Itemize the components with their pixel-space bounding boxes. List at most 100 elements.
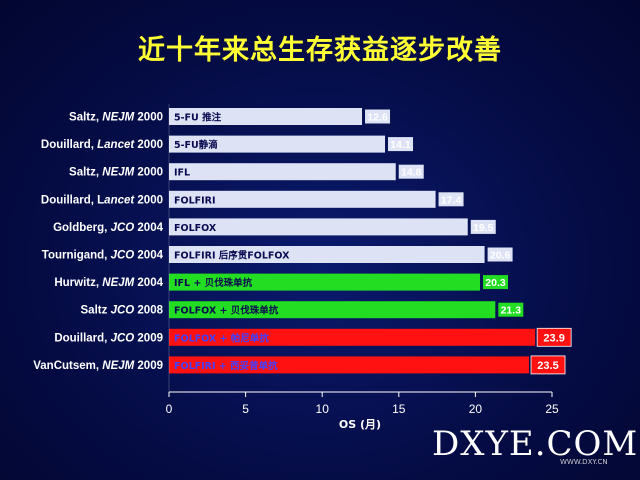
- study-year: 2004: [134, 250, 163, 262]
- study-author: Douillard,: [54, 332, 110, 344]
- regimen-label: FOLFIRI: [174, 195, 216, 206]
- study-author: Douillard, L: [41, 194, 104, 206]
- value-label: 14.1: [390, 139, 411, 151]
- value-box: [487, 247, 513, 262]
- regimen-label: FOLFIRI 后序贯FOLFOX: [174, 250, 290, 262]
- study-author: VanCutsem,: [33, 360, 102, 372]
- value-label: 17.4: [441, 194, 462, 206]
- regimen-label: FOLFOX + 贝伐珠单抗: [174, 305, 279, 317]
- value-box: [388, 137, 414, 152]
- watermark-subtext: WWW.DXY.CN: [560, 458, 608, 466]
- study-author: Goldberg,: [53, 222, 111, 234]
- study-journal: JCO: [111, 305, 135, 317]
- page-title: 近十年来总生存获益逐步改善: [138, 35, 502, 66]
- study-journal: NEJM: [102, 277, 134, 289]
- regimen-label: 5-FU 推注: [174, 112, 222, 124]
- bar-row: Hurwitz, NEJM 2004 IFL + 贝伐珠单抗 20.3: [54, 273, 508, 291]
- value-label: 14.8: [401, 167, 422, 179]
- bar: [169, 356, 530, 374]
- value-box: [530, 355, 566, 375]
- x-axis: 0 5 10 15 20 25: [166, 104, 559, 416]
- study-year: 2000: [134, 167, 163, 179]
- study-year: 2000: [134, 112, 163, 124]
- bar: [169, 301, 496, 319]
- study-label: Saltz JCO 2008: [81, 305, 164, 317]
- value-label: 21.3: [501, 305, 522, 317]
- study-author: Saltz,: [69, 167, 102, 179]
- value-label: 20.3: [485, 277, 506, 289]
- regimen-label: IFL: [174, 168, 190, 179]
- study-journal: ancet: [104, 194, 135, 206]
- regimen-label: FOLFIRI + 西妥昔单抗: [174, 360, 278, 372]
- value-label: 20.6: [490, 250, 511, 262]
- value-box: [438, 192, 464, 207]
- study-journal: NEJM: [102, 112, 134, 124]
- value-label: 12.6: [367, 112, 388, 124]
- study-year: 2000: [134, 194, 163, 206]
- study-author: Saltz: [81, 305, 111, 317]
- value-label: 23.9: [543, 332, 564, 344]
- study-year: 2000: [134, 139, 163, 151]
- study-journal: JCO: [111, 332, 135, 344]
- bar-row: Saltz, NEJM 2000 5-FU 推注 12.6: [69, 108, 391, 125]
- value-box: [536, 327, 572, 347]
- study-label: Douillard, JCO 2009: [54, 332, 163, 344]
- bar: [169, 218, 468, 236]
- value-box: [470, 219, 496, 234]
- bar-row: Goldberg, JCO 2004 FOLFOX 19.5: [53, 218, 496, 236]
- bar-row: VanCutsem, NEJM 2009 FOLFIRI + 西妥昔单抗 23.5: [33, 355, 566, 375]
- study-year: 2008: [134, 305, 163, 317]
- x-tick-label: 5: [242, 402, 249, 416]
- study-author: Tournigand,: [42, 250, 111, 262]
- x-tick-label: 20: [469, 402, 483, 416]
- regimen-label: IFL + 贝伐珠单抗: [174, 277, 253, 289]
- regimen-label: FOLFOX: [174, 223, 217, 234]
- bar: [169, 273, 480, 291]
- study-year: 2004: [134, 222, 163, 234]
- x-axis-label: OS (月): [338, 418, 382, 431]
- study-label: Hurwitz, NEJM 2004: [54, 277, 163, 289]
- regimen-label: 5-FU静滴: [174, 139, 218, 151]
- bar-row: Douillard, Lancet 2000 FOLFIRI 17.4: [41, 190, 464, 208]
- study-journal: NEJM: [102, 167, 134, 179]
- study-journal: NEJM: [102, 360, 134, 372]
- x-tick-label: 25: [545, 402, 559, 416]
- value-label: 19.5: [473, 222, 494, 234]
- bar: [169, 135, 386, 153]
- value-label: 23.5: [537, 360, 558, 372]
- study-label: Saltz, NEJM 2000: [69, 167, 163, 179]
- study-journal: Lancet: [97, 139, 135, 151]
- x-tick-label: 0: [166, 402, 173, 416]
- study-year: 2009: [134, 360, 163, 372]
- bars-layer: Saltz, NEJM 2000 5-FU 推注 12.6 Douillard, La…: [33, 108, 572, 375]
- bar-row: Saltz JCO 2008 FOLFOX + 贝伐珠单抗 21.3: [81, 301, 524, 319]
- study-label: Goldberg, JCO 2004: [53, 222, 164, 234]
- study-label: Tournigand, JCO 2004: [42, 250, 164, 262]
- study-author: Hurwitz,: [54, 277, 102, 289]
- study-label: VanCutsem, NEJM 2009: [33, 360, 163, 372]
- value-box: [498, 302, 524, 317]
- value-box: [398, 164, 424, 179]
- bar-row: Douillard, Lancet 2000 5-FU静滴 14.1: [41, 135, 414, 153]
- study-year: 2004: [134, 277, 163, 289]
- study-label: Douillard, Lancet 2000: [41, 194, 163, 206]
- x-tick-label: 15: [392, 402, 406, 416]
- bar-row: Saltz, NEJM 2000 IFL 14.8: [69, 163, 424, 181]
- study-author: Saltz,: [69, 112, 102, 124]
- bar: [169, 108, 363, 125]
- regimen-label: FOLFOX + 帕尼单抗: [174, 332, 269, 344]
- x-tick-label: 10: [316, 402, 330, 416]
- value-box: [482, 275, 508, 290]
- study-journal: JCO: [111, 222, 135, 234]
- bar: [169, 163, 396, 181]
- study-label: Douillard, Lancet 2000: [41, 139, 163, 151]
- bar: [169, 246, 485, 263]
- value-box: [365, 109, 391, 124]
- bar-row: Douillard, JCO 2009 FOLFOX + 帕尼单抗 23.9: [54, 327, 572, 347]
- study-journal: JCO: [111, 250, 135, 262]
- study-year: 2009: [134, 332, 163, 344]
- bar: [169, 190, 436, 208]
- study-author: Douillard,: [41, 139, 97, 151]
- bar-row: Tournigand, JCO 2004 FOLFIRI 后序贯FOLFOX 20.…: [42, 246, 513, 263]
